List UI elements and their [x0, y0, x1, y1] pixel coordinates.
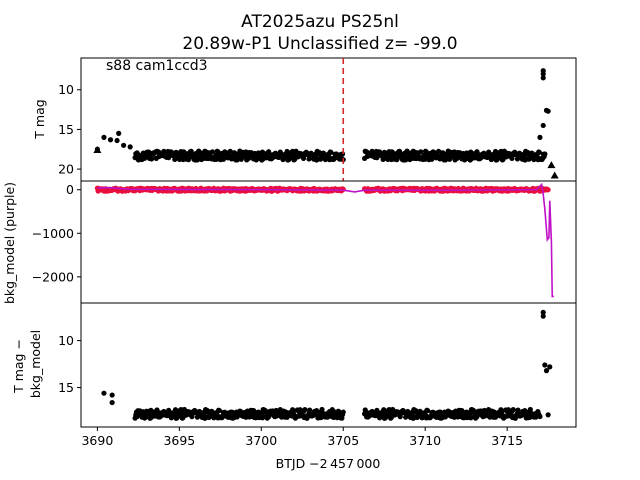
- x-tick-label: 3695: [163, 433, 195, 448]
- data-point: [543, 368, 550, 374]
- y-tick-label: 0: [66, 182, 74, 197]
- plot-area: [80, 57, 577, 182]
- data-point: [114, 137, 120, 144]
- data-point: [540, 122, 546, 129]
- title-line-1: AT2025azu PS25nl: [241, 12, 399, 32]
- y-tick-label: 15: [58, 380, 74, 395]
- x-tick-label: 3705: [327, 433, 359, 448]
- x-axis-label: BTJD −2 457 000: [276, 456, 381, 471]
- data-point: [536, 149, 542, 155]
- upper-limit-marker: [550, 171, 559, 179]
- y-axis-label-top: T mag: [32, 99, 47, 139]
- plot-area: [80, 180, 577, 304]
- data-point: [545, 412, 551, 418]
- data-point: [542, 151, 548, 157]
- data-point: [121, 142, 127, 148]
- y-axis-label-bottom: T mag − bkg_model: [11, 330, 43, 398]
- panel-middle-background-model: 0 −1000 −2000: [32, 180, 577, 304]
- data-point: [101, 134, 107, 140]
- data-point: [515, 407, 521, 413]
- data-point: [215, 149, 221, 155]
- data-point: [435, 148, 442, 154]
- data-point: [547, 364, 553, 370]
- plot-area: [80, 302, 577, 428]
- panel-top-magnitude: 10 15 20: [58, 57, 577, 182]
- ccd-annotation: s88 cam1ccd3: [106, 58, 208, 74]
- y-tick-label: −2000: [32, 269, 74, 284]
- data-point: [545, 108, 551, 114]
- data-point: [540, 313, 546, 319]
- data-point: [542, 362, 548, 368]
- data-point: [537, 134, 543, 140]
- data-point: [418, 149, 424, 155]
- data-point: [216, 407, 222, 414]
- data-point: [424, 407, 431, 414]
- y-tick-label: 20: [58, 162, 74, 177]
- data-point: [302, 407, 308, 413]
- data-point: [127, 144, 133, 150]
- y-tick-label: 10: [58, 82, 74, 97]
- y-tick-label: 10: [58, 333, 74, 348]
- x-tick-label: 3715: [491, 433, 523, 448]
- y-tick-label: 15: [58, 122, 74, 137]
- data-point: [340, 409, 346, 415]
- y-axis-label-bottom-line1: T mag −: [11, 339, 26, 394]
- data-point: [423, 149, 429, 155]
- data-point: [107, 137, 114, 143]
- panel-bottom-corrected-magnitude: 10 15 3690 3695 3700 3705 3710 3715: [58, 302, 577, 448]
- data-point: [209, 149, 216, 155]
- data-point: [540, 75, 546, 81]
- x-tick-label: 3700: [245, 433, 277, 448]
- data-point: [510, 407, 516, 413]
- data-point: [116, 130, 122, 136]
- data-point: [540, 71, 546, 77]
- data-point: [109, 399, 115, 406]
- title-line-2: 20.89w-P1 Unclassified z= -99.0: [182, 34, 457, 54]
- data-point: [540, 309, 546, 315]
- upper-limit-marker: [93, 146, 102, 154]
- data-point: [307, 407, 313, 413]
- data-point: [109, 392, 115, 398]
- data-point: [537, 413, 543, 420]
- y-axis-label-middle: bkg_model (purple): [2, 182, 17, 304]
- x-tick-label: 3690: [81, 433, 113, 448]
- data-point: [101, 390, 107, 396]
- bkg-point: [545, 187, 551, 193]
- bkg-model-line: [97, 182, 554, 298]
- data-point: [328, 149, 334, 155]
- y-tick-label: −1000: [32, 226, 74, 241]
- data-point: [227, 148, 233, 154]
- upper-limit-marker: [547, 161, 556, 169]
- y-axis-label-bottom-line2: bkg_model: [28, 330, 43, 398]
- x-tick-label: 3710: [409, 433, 441, 448]
